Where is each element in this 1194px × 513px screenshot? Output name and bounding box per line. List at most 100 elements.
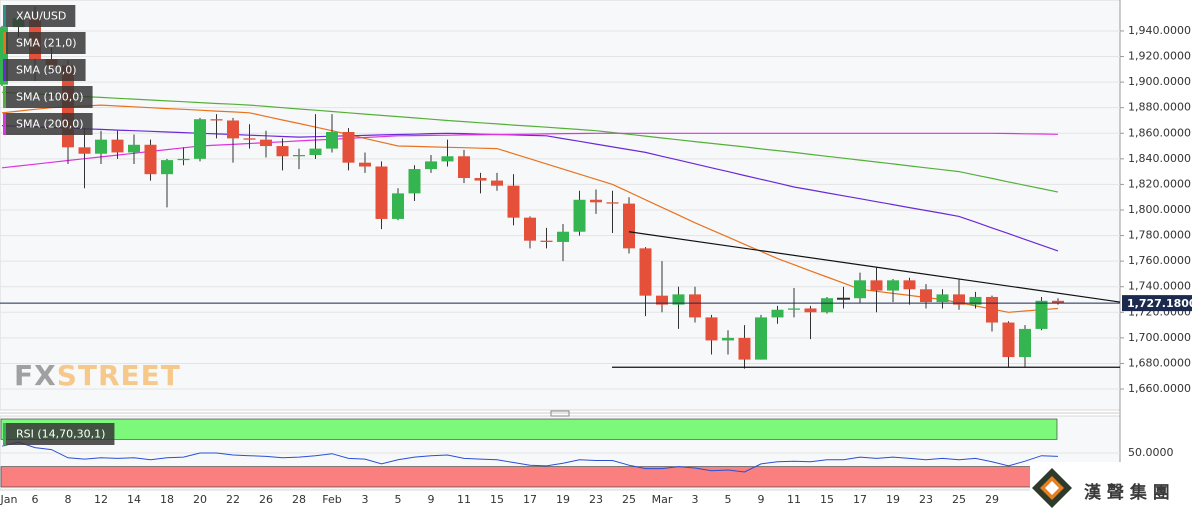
rsi-upper-zone [0, 418, 1058, 440]
y-tick-label: 1,760.0000 [1128, 254, 1191, 267]
x-tick-label: 28 [292, 493, 306, 506]
rsi-tick-label: 50.0000 [1128, 446, 1174, 459]
y-tick-label: 1,920.0000 [1128, 50, 1191, 63]
plot-area [0, 0, 1121, 411]
y-tick-label: 1,740.0000 [1128, 280, 1191, 293]
candle-body [573, 199, 586, 232]
candle-body [755, 317, 767, 360]
legend-label: XAU/USD [16, 10, 66, 23]
x-tick-label: 17 [523, 493, 537, 506]
x-tick-label: 25 [622, 493, 636, 506]
sma-line [1, 125, 1059, 252]
y-tick-label: 1,880.0000 [1128, 101, 1191, 114]
legend-swatch [3, 423, 6, 445]
candle-body [738, 337, 751, 360]
x-tick-label: Jan [0, 493, 18, 506]
candle-body [854, 280, 866, 299]
legend-box [3, 423, 115, 445]
price-box [1122, 295, 1192, 312]
legend-label: SMA (21,0) [16, 37, 77, 50]
x-tick-label: 26 [259, 493, 273, 506]
x-tick-label: 9 [428, 493, 435, 506]
candle-body [1019, 328, 1031, 358]
y-tick-label: 1,840.0000 [1128, 152, 1191, 165]
candle-body [936, 294, 949, 303]
legend-item: SMA (21,0) [3, 32, 86, 54]
candle-body [194, 119, 206, 159]
y-tick-label: 1,820.0000 [1128, 177, 1191, 190]
y-tick-label: 1,860.0000 [1128, 126, 1191, 139]
candle-body [359, 162, 371, 167]
x-tick-label: 12 [94, 493, 108, 506]
x-tick-label: 20 [193, 493, 207, 506]
candle-body [1052, 300, 1064, 304]
legend-box [3, 32, 86, 54]
legend-label: SMA (100,0) [16, 91, 84, 104]
x-tick-label: 18 [160, 493, 174, 506]
x-tick-label: Feb [322, 493, 341, 506]
x-tick-label: 3 [692, 493, 699, 506]
candle-body [177, 158, 190, 161]
candle-body [969, 296, 982, 305]
watermark: FXSTREET [14, 359, 181, 392]
rsi-line [1, 441, 1059, 473]
y-tick-label: 1,700.0000 [1128, 331, 1191, 344]
legend-swatch [3, 32, 6, 54]
watermark-street: STREET [57, 359, 181, 392]
sma-line [1, 104, 1059, 313]
candle-body [590, 199, 602, 203]
x-tick-label: 29 [985, 493, 999, 506]
candle-body [425, 161, 437, 170]
candle-body [1002, 322, 1015, 358]
legend-item: SMA (50,0) [3, 59, 86, 81]
x-tick-label: 15 [820, 493, 834, 506]
legend-item: XAU/USD [3, 5, 76, 27]
legend-swatch [3, 59, 6, 81]
x-tick-label: 22 [226, 493, 240, 506]
candle-body [227, 120, 239, 139]
candle-body [309, 148, 322, 155]
legend-item: SMA (100,0) [3, 86, 93, 108]
candle-body [78, 147, 91, 154]
candle-body [375, 166, 388, 219]
candle-body [128, 144, 140, 153]
legend-swatch [3, 5, 6, 27]
x-tick-label: 8 [65, 493, 72, 506]
candle-body [474, 178, 487, 181]
x-tick-label: 3 [362, 493, 369, 506]
candle-body [0, 27, 8, 85]
candle-body [243, 138, 256, 140]
y-tick-label: 1,940.0000 [1128, 24, 1191, 37]
candle-body [540, 240, 553, 242]
candle-body [392, 193, 404, 219]
candle-body [804, 308, 817, 313]
legend-label: SMA (50,0) [16, 64, 77, 77]
legend-label: RSI (14,70,30,1) [16, 428, 105, 441]
legend-box [3, 5, 76, 27]
candle-body [144, 144, 157, 175]
x-tick-label: 23 [919, 493, 933, 506]
candle-body [903, 280, 916, 290]
candle-body [1035, 300, 1048, 329]
legend-swatch [3, 86, 6, 108]
candle-body [623, 203, 635, 249]
y-tick-label: 1,780.0000 [1128, 229, 1191, 242]
candle-body [788, 308, 800, 310]
panel-handle [550, 410, 570, 417]
x-tick-label: 6 [32, 493, 39, 506]
sma-line [1, 91, 1059, 193]
logo-text: 漢 聲 集 團 [1084, 482, 1170, 503]
candle-body [260, 139, 272, 147]
resistance-line [628, 231, 1121, 303]
watermark-fx: FX [14, 359, 57, 392]
candle-body [953, 294, 965, 305]
legend-box [3, 59, 86, 81]
candle-body [210, 119, 223, 121]
candle-body [507, 185, 520, 218]
x-tick-label: 5 [725, 493, 732, 506]
y-tick-label: 1,660.0000 [1128, 382, 1191, 395]
logo: 漢 聲 集 團 [1030, 462, 1194, 513]
x-tick-label: 19 [556, 493, 570, 506]
legend-item: SMA (200,0) [3, 113, 93, 135]
